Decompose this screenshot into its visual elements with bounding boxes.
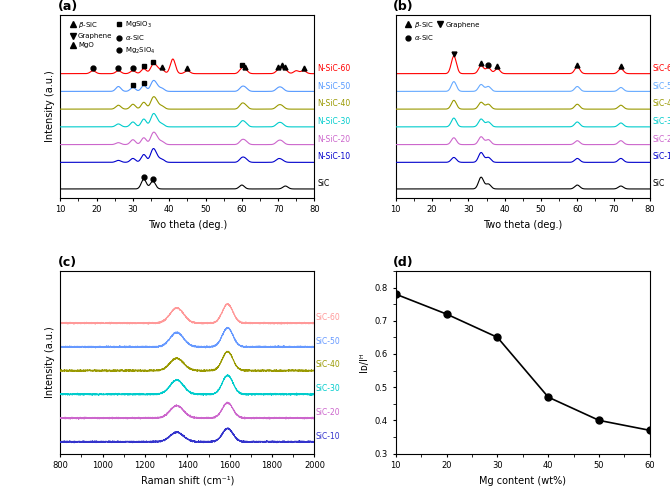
Text: N-SiC-60: N-SiC-60: [318, 64, 350, 73]
Text: SiC-40: SiC-40: [653, 99, 670, 108]
Y-axis label: Iᴅ/Iᴴ: Iᴅ/Iᴴ: [359, 352, 369, 372]
Text: (c): (c): [58, 256, 77, 269]
Text: SiC: SiC: [653, 179, 665, 188]
X-axis label: Two theta (deg.): Two theta (deg.): [148, 220, 227, 230]
Text: SiC-40: SiC-40: [316, 360, 340, 369]
Text: (d): (d): [393, 256, 414, 269]
Text: SiC-20: SiC-20: [316, 408, 340, 417]
Text: N-SiC-40: N-SiC-40: [318, 99, 350, 108]
Text: SiC-20: SiC-20: [653, 135, 670, 144]
Legend: $\beta$-SiC, Graphene, MgO, MgSiO$_3$, $\alpha$-SiC, Mg$_2$SiO$_4$: $\beta$-SiC, Graphene, MgO, MgSiO$_3$, $…: [66, 17, 158, 58]
Text: N-SiC-30: N-SiC-30: [318, 117, 350, 126]
X-axis label: Raman shift (cm⁻¹): Raman shift (cm⁻¹): [141, 476, 234, 486]
Text: SiC: SiC: [318, 179, 330, 188]
Y-axis label: Intensity (a.u.): Intensity (a.u.): [45, 71, 55, 142]
Text: SiC-30: SiC-30: [316, 384, 340, 393]
Text: SiC-10: SiC-10: [653, 152, 670, 161]
Text: SiC-10: SiC-10: [316, 431, 340, 440]
Text: SiC-50: SiC-50: [653, 82, 670, 91]
Text: N-SiC-20: N-SiC-20: [318, 135, 350, 144]
Text: (a): (a): [58, 1, 78, 13]
X-axis label: Mg content (wt%): Mg content (wt%): [479, 476, 566, 486]
X-axis label: Two theta (deg.): Two theta (deg.): [483, 220, 562, 230]
Text: SiC-30: SiC-30: [653, 117, 670, 126]
Y-axis label: Intensity (a.u.): Intensity (a.u.): [45, 327, 55, 398]
Text: N-SiC-10: N-SiC-10: [318, 152, 350, 161]
Text: N-SiC-50: N-SiC-50: [318, 82, 350, 91]
Text: SiC-60: SiC-60: [653, 64, 670, 73]
Text: SiC-60: SiC-60: [316, 313, 340, 322]
Text: SiC-50: SiC-50: [316, 337, 340, 346]
Text: (b): (b): [393, 1, 414, 13]
Legend: $\beta$-SiC, $\alpha$-SiC, Graphene: $\beta$-SiC, $\alpha$-SiC, Graphene: [402, 17, 483, 45]
